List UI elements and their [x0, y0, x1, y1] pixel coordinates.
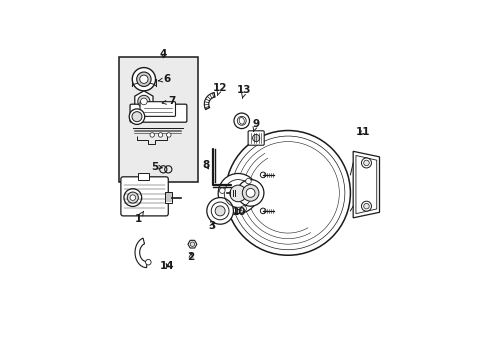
Text: 8: 8 [202, 160, 209, 170]
Circle shape [129, 109, 144, 125]
Circle shape [158, 133, 163, 137]
Circle shape [190, 242, 194, 246]
Polygon shape [187, 240, 197, 248]
Circle shape [245, 178, 251, 184]
Text: 12: 12 [212, 82, 227, 95]
Circle shape [252, 134, 259, 141]
Polygon shape [135, 238, 146, 267]
Circle shape [206, 198, 233, 224]
Circle shape [140, 75, 148, 84]
Circle shape [361, 201, 371, 211]
Circle shape [245, 188, 255, 197]
Text: 4: 4 [159, 49, 166, 59]
Bar [138, 174, 149, 180]
FancyBboxPatch shape [121, 177, 168, 216]
Circle shape [123, 189, 142, 207]
Circle shape [140, 98, 147, 105]
Text: 13: 13 [237, 85, 251, 98]
Circle shape [233, 113, 249, 129]
Circle shape [127, 192, 138, 203]
Bar [119, 57, 198, 182]
Circle shape [225, 131, 350, 255]
Circle shape [138, 95, 150, 108]
Circle shape [363, 203, 368, 209]
Circle shape [242, 185, 259, 201]
Circle shape [150, 133, 154, 137]
Circle shape [241, 206, 246, 211]
Text: 14: 14 [160, 261, 174, 271]
Text: 9: 9 [252, 118, 259, 131]
Circle shape [137, 72, 151, 86]
Bar [164, 192, 171, 203]
Polygon shape [352, 151, 379, 218]
Text: 7: 7 [162, 96, 175, 107]
FancyBboxPatch shape [140, 102, 175, 116]
Circle shape [237, 180, 264, 206]
Circle shape [260, 208, 265, 214]
Circle shape [215, 206, 224, 216]
Text: 1: 1 [135, 211, 143, 224]
Circle shape [218, 174, 258, 213]
Polygon shape [204, 93, 214, 109]
Circle shape [132, 112, 142, 122]
Polygon shape [135, 91, 153, 112]
Text: 5: 5 [151, 162, 162, 172]
Circle shape [229, 185, 246, 202]
Circle shape [132, 68, 155, 91]
Circle shape [260, 172, 265, 177]
Circle shape [219, 188, 224, 193]
Circle shape [130, 195, 135, 201]
Text: 10: 10 [232, 207, 246, 217]
Circle shape [361, 158, 371, 168]
Text: 2: 2 [187, 252, 194, 262]
Text: 3: 3 [208, 221, 215, 231]
FancyBboxPatch shape [130, 104, 186, 122]
Circle shape [145, 260, 151, 265]
Circle shape [166, 133, 171, 137]
Text: 6: 6 [158, 74, 171, 84]
Circle shape [363, 160, 368, 166]
Text: 11: 11 [355, 127, 369, 137]
FancyBboxPatch shape [247, 131, 264, 145]
